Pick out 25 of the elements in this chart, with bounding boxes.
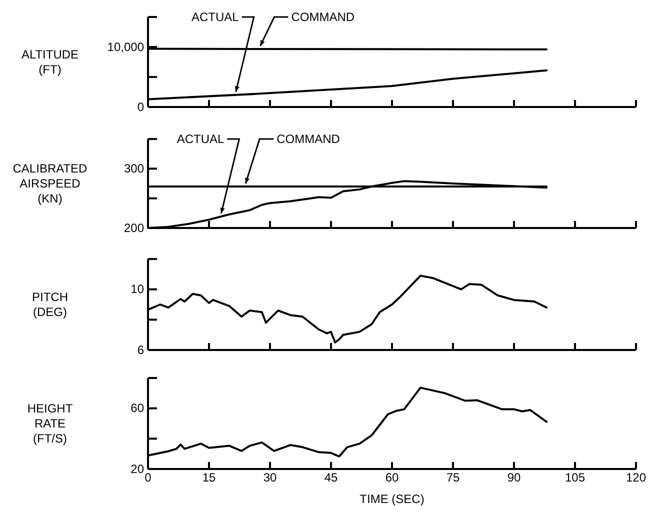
y-axis-title: ALTITUDE (FT) [21,48,79,76]
y-tick-label: 10 [130,282,144,296]
legend-label: ACTUAL [176,132,225,146]
y-axis-title: HEIGHT RATE (FT/S) [27,402,74,446]
y-tick-label: 6 [137,342,144,357]
text: ACTUAL [191,10,240,24]
text: COMMAND [291,10,355,24]
y-tick-label: 200 [124,220,144,235]
x-tick-label: 75 [446,470,460,485]
x-axis-title: TIME (SEC) [360,492,424,506]
y-axis-title: CALIBRATED AIRSPEED (KN) [12,162,88,206]
y-tick-label: 20 [130,462,144,476]
x-tick-label: 30 [263,470,277,485]
y-axis-title: PITCH (DEG) [32,290,68,319]
x-tick-label: 15 [202,470,216,485]
x-tick-label: 90 [507,470,521,485]
x-tick-label: 105 [564,470,586,485]
y-tick-label: 10,000 [107,40,144,54]
x-tick-label: 120 [626,470,646,485]
y-tick-label: 0 [137,100,144,114]
x-tick-label: 45 [324,470,338,485]
text: COMMAND [276,132,340,146]
x-tick-label: 60 [385,470,399,485]
y-tick-label: 300 [124,162,144,176]
y-tick-label: 60 [130,401,144,416]
